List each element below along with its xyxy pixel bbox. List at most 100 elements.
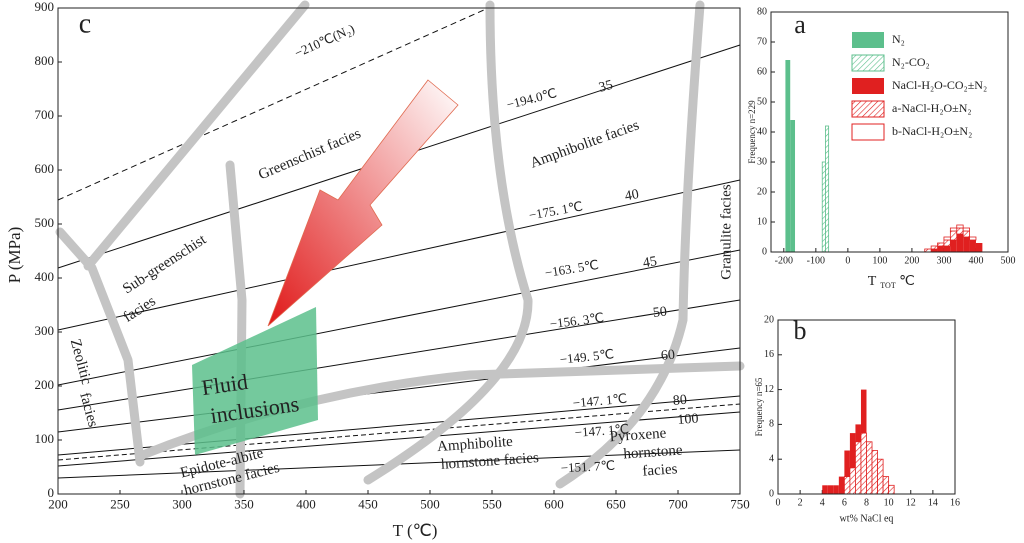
x-tick-label: 4: [820, 497, 825, 508]
annotation: −156. 3℃: [549, 310, 605, 332]
x-tick-label: 600: [544, 497, 564, 512]
x-axis-label: wt% NaCl eq: [840, 513, 894, 524]
bar: [962, 227, 970, 232]
x-tick-label: 450: [358, 497, 378, 512]
y-tick-label: 200: [35, 377, 55, 392]
facies-line: [83, 0, 310, 271]
annotation: −151. 7℃: [560, 458, 615, 476]
panel-label: a: [794, 10, 806, 39]
x-tick-label: 6: [842, 497, 847, 508]
y-tick-label: 12: [764, 384, 774, 395]
y-tick-label: 10: [757, 216, 767, 227]
plot-frame: [777, 319, 956, 495]
bar: [956, 227, 964, 235]
x-tick-label: 2: [798, 497, 803, 508]
x-tick-label: 250: [110, 497, 130, 512]
x-axis-label: T: [868, 274, 877, 289]
annotation: 100: [677, 412, 699, 428]
bar: [937, 242, 945, 247]
fluid-inclusion-field: [192, 307, 318, 455]
annotation: 50: [652, 304, 668, 321]
plot-frame: [57, 7, 741, 495]
y-tick-label: 400: [35, 269, 55, 284]
y-tick-label: 800: [35, 53, 55, 68]
x-tick-label: 200: [904, 255, 919, 266]
y-tick-label: 40: [757, 126, 767, 137]
x-tick-label: 350: [234, 497, 254, 512]
bar: [849, 467, 856, 495]
y-tick-label: 0: [762, 246, 767, 257]
bar: [855, 441, 862, 495]
bar: [825, 125, 830, 253]
bar: [790, 120, 796, 252]
bar: [882, 476, 890, 495]
bar: [871, 450, 878, 495]
x-tick-label: -100: [807, 255, 825, 266]
x-axis-label-sub: TOT: [880, 281, 896, 290]
bar: [827, 485, 834, 494]
isochore: [57, 347, 741, 433]
isochore: [57, 299, 741, 411]
bar: [844, 450, 850, 494]
y-axis-label: P (MPa): [5, 227, 24, 284]
y-tick-label: 50: [757, 96, 767, 107]
y-tick-label: 900: [35, 0, 55, 14]
annotation: −210℃(N₂): [292, 21, 357, 61]
facies-line: [225, 160, 247, 499]
bar: [956, 224, 964, 229]
legend-swatch: [852, 32, 884, 48]
annotation: −147. 1℃: [574, 421, 629, 440]
bar: [949, 227, 958, 232]
panel-label: b: [794, 316, 807, 345]
bar: [849, 433, 856, 494]
bar: [877, 458, 884, 495]
y-tick-label: 300: [35, 323, 55, 338]
isochore: [57, 411, 741, 467]
bar: [822, 485, 828, 494]
legend-swatch: [851, 123, 885, 141]
arrow: [267, 79, 459, 327]
annotation: −147. 1℃: [572, 391, 628, 411]
legend-label: a-NaCl-H₂O±N₂: [892, 101, 972, 115]
legend-swatch: [851, 100, 885, 118]
panel-label: c: [79, 8, 91, 39]
facies-line: [55, 227, 145, 467]
legend-label: b-NaCl-H₂O±N₂: [892, 124, 972, 138]
annotation: −194.0℃: [505, 85, 558, 112]
x-tick-label: 750: [730, 497, 750, 512]
bar: [943, 239, 951, 247]
annotation: Amphibolite facies: [528, 117, 641, 171]
x-tick-label: 300: [172, 497, 192, 512]
x-tick-label: 16: [950, 497, 960, 508]
y-tick-label: 60: [757, 66, 767, 77]
annotation: Granulite facies: [718, 184, 734, 280]
bar: [975, 243, 983, 252]
x-axis-label-unit: ℃: [899, 274, 915, 289]
plot-frame: [770, 11, 1009, 253]
y-axis-label: Frequency n=229: [747, 100, 757, 164]
bar: [956, 234, 964, 252]
x-tick-label: 200: [48, 497, 68, 512]
y-tick-label: 700: [35, 107, 55, 122]
annotation: Sub-greenschist: [120, 231, 210, 297]
bar: [866, 441, 873, 495]
x-tick-label: 650: [606, 497, 626, 512]
annotation: Greenschist facies: [256, 126, 363, 184]
annotation: 40: [624, 187, 640, 204]
bar: [969, 236, 977, 241]
facies-boundaries: [55, 0, 745, 499]
x-tick-label: 400: [296, 497, 316, 512]
annotation: Zeolitic: [67, 337, 95, 387]
legend-label: N₂: [892, 32, 905, 46]
isochore: [57, 403, 741, 461]
annotation: 80: [672, 393, 687, 409]
x-tick-label: 700: [668, 497, 688, 512]
bar: [937, 246, 944, 252]
y-tick-label: 0: [769, 488, 774, 499]
x-tick-label: -200: [775, 255, 793, 266]
x-tick-label: 0: [776, 497, 781, 508]
y-tick-label: 100: [35, 431, 55, 446]
isochore: [57, 249, 741, 386]
legend-swatch: [852, 78, 884, 94]
